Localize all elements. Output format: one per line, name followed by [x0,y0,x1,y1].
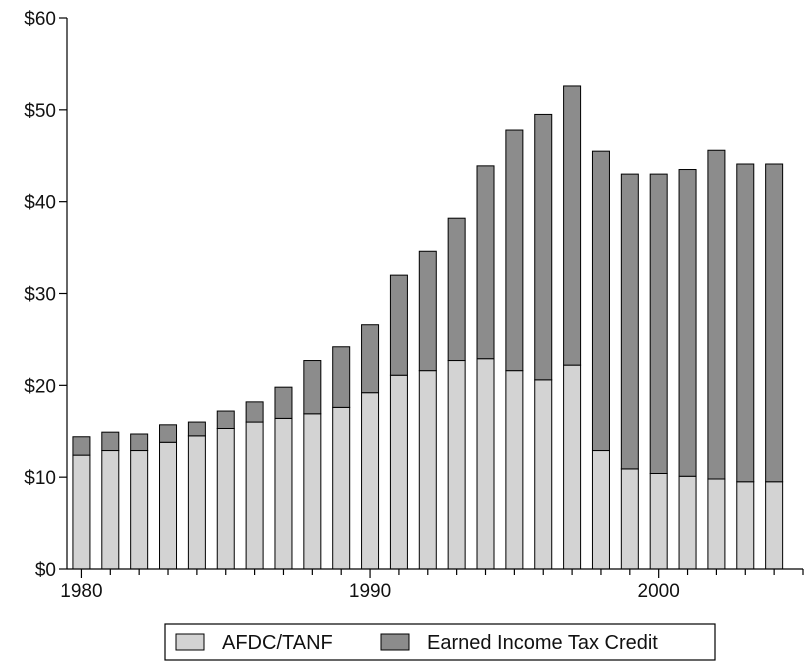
bar-eitc-2000 [649,173,668,474]
bar-afdc-tanf-1989 [332,406,351,570]
axes-group: $0 $10 $20 $30 $40 $50 $60 1980 1990 2000 [24,9,804,602]
bar-eitc-1993 [447,217,466,362]
bar-afdc-tanf-1986 [245,421,264,570]
bar-eitc-1986 [245,401,264,423]
bar-afdc-tanf-1997 [563,364,582,570]
y-tick-label: $40 [24,193,56,214]
bar-eitc-1984 [187,421,206,437]
y-tick-label: $10 [24,468,56,489]
bar-afdc-tanf-1981 [101,450,120,570]
bar-eitc-1996 [534,113,553,381]
legend-swatch-afdc-tanf [175,633,205,651]
bar-afdc-tanf-1987 [274,417,293,570]
bar-afdc-tanf-1991 [389,374,408,570]
legend-box [164,623,716,661]
bar-eitc-1983 [159,424,178,443]
bar-eitc-1987 [274,386,293,419]
bar-afdc-tanf-2003 [736,481,755,570]
bar-eitc-1985 [216,410,235,429]
bar-eitc-1982 [130,433,149,452]
bar-afdc-tanf-1980 [72,454,91,570]
bar-afdc-tanf-1988 [303,413,322,570]
y-tick-label: $50 [24,101,56,122]
bar-afdc-tanf-2001 [678,475,697,570]
bar-afdc-tanf-2004 [765,481,784,570]
bar-eitc-1992 [418,250,437,372]
bar-afdc-tanf-1993 [447,360,466,570]
bar-eitc-2001 [678,169,697,477]
bar-afdc-tanf-1990 [361,392,380,570]
bar-afdc-tanf-1985 [216,427,235,570]
bar-eitc-1990 [361,324,380,394]
bar-eitc-2004 [765,163,784,483]
y-tick-label: $0 [35,560,56,581]
bar-afdc-tanf-1992 [418,370,437,570]
legend: AFDC/TANF Earned Income Tax Credit [164,623,716,661]
bar-eitc-2002 [707,149,726,480]
bar-eitc-1999 [620,173,639,470]
bar-afdc-tanf-1996 [534,379,553,570]
x-tick-label: 1980 [60,581,102,602]
bar-eitc-1980 [72,436,91,456]
bar-eitc-1998 [591,150,610,452]
bar-eitc-1988 [303,360,322,415]
bar-eitc-2003 [736,163,755,483]
bar-eitc-1994 [476,165,495,360]
legend-label-eitc: Earned Income Tax Credit [427,632,658,654]
bar-afdc-tanf-1999 [620,468,639,570]
y-tick-label: $60 [24,9,56,30]
bar-eitc-1997 [563,85,582,366]
bar-afdc-tanf-1995 [505,370,524,570]
bar-eitc-1991 [389,274,408,376]
x-tick-label: 2000 [638,581,680,602]
y-tick-label: $30 [24,285,56,306]
bar-afdc-tanf-1994 [476,358,495,570]
bar-afdc-tanf-1983 [159,441,178,570]
bar-eitc-1989 [332,346,351,408]
bar-eitc-1981 [101,431,120,452]
bar-afdc-tanf-1984 [187,435,206,570]
bar-afdc-tanf-2002 [707,478,726,570]
bars-group [72,85,784,570]
x-tick-label: 1990 [349,581,391,602]
legend-swatch-eitc [380,633,410,651]
legend-label-afdc-tanf: AFDC/TANF [222,632,333,654]
y-tick-label: $20 [24,376,56,397]
bar-afdc-tanf-1998 [591,450,610,570]
bar-afdc-tanf-2000 [649,472,668,570]
bar-eitc-1995 [505,129,524,372]
bar-afdc-tanf-1982 [130,450,149,570]
